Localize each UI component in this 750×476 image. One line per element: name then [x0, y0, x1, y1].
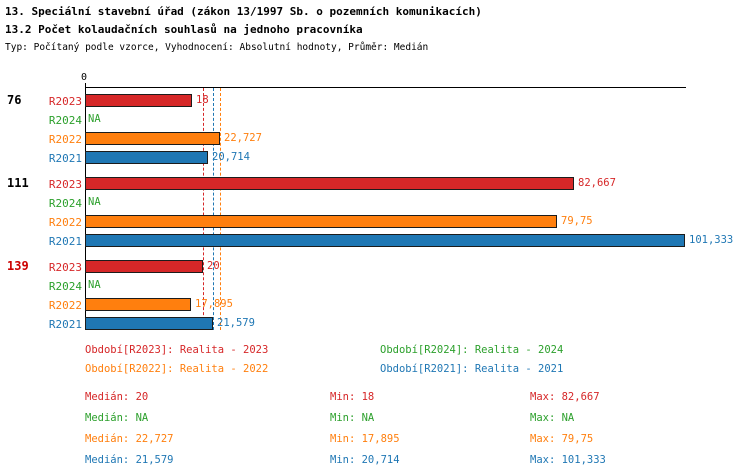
bar-r2021: [85, 234, 685, 247]
median-line-r2021: [213, 88, 214, 330]
bar-r2023: [85, 94, 192, 107]
bar-value-label: 22,727: [224, 132, 262, 144]
report-meta: Typ: Počítaný podle vzorce, Vyhodnocení:…: [5, 42, 429, 53]
row-label-r2022: R2022: [48, 133, 82, 146]
median-line-r2023: [203, 88, 204, 330]
stat-max-r2023: Max: 82,667: [530, 391, 600, 403]
y-axis-line: [85, 87, 86, 330]
row-label-r2023: R2023: [48, 261, 82, 274]
legend-item-r2022: Období[R2022]: Realita - 2022: [85, 363, 269, 375]
x-axis-line: [85, 87, 686, 88]
row-label-r2021: R2021: [48, 152, 82, 165]
row-label-r2022: R2022: [48, 299, 82, 312]
bar-r2021: [85, 151, 208, 164]
row-label-r2022: R2022: [48, 216, 82, 229]
stat-median-r2023: Medián: 20: [85, 391, 149, 403]
bar-value-label: NA: [88, 279, 101, 291]
median-line-r2022: [220, 88, 221, 330]
legend-item-r2021: Období[R2021]: Realita - 2021: [380, 363, 564, 375]
bar-value-label: NA: [88, 113, 101, 125]
bar-value-label: 79,75: [561, 215, 593, 227]
stat-median-r2024: Medián: NA: [85, 412, 149, 424]
stat-min-r2022: Min: 17,895: [330, 433, 400, 445]
row-label-r2023: R2023: [48, 178, 82, 191]
row-label-r2021: R2021: [48, 235, 82, 248]
group-label-139: 139: [7, 259, 29, 273]
stat-max-r2024: Max: NA: [530, 412, 575, 424]
bar-r2021: [85, 317, 213, 330]
row-label-r2021: R2021: [48, 318, 82, 331]
row-label-r2023: R2023: [48, 95, 82, 108]
stat-max-r2021: Max: 101,333: [530, 454, 606, 466]
stat-median-r2022: Medián: 22,727: [85, 433, 174, 445]
bar-r2023: [85, 177, 574, 190]
legend-item-r2024: Období[R2024]: Realita - 2024: [380, 344, 564, 356]
report-title: 13. Speciální stavební úřad (zákon 13/19…: [5, 5, 482, 18]
bar-value-label: NA: [88, 196, 101, 208]
bar-r2022: [85, 298, 191, 311]
bar-value-label: 101,333: [689, 234, 734, 246]
stat-median-r2021: Medián: 21,579: [85, 454, 174, 466]
stat-min-r2023: Min: 18: [330, 391, 375, 403]
row-label-r2024: R2024: [48, 280, 82, 293]
stat-min-r2021: Min: 20,714: [330, 454, 400, 466]
x-axis-zero-label: 0: [81, 72, 88, 83]
bar-value-label: 20,714: [212, 151, 250, 163]
stat-max-r2022: Max: 79,75: [530, 433, 594, 445]
row-label-r2024: R2024: [48, 114, 82, 127]
bar-value-label: 21,579: [217, 317, 255, 329]
report-subtitle: 13.2 Počet kolaudačních souhlasů na jedn…: [5, 23, 363, 36]
stat-min-r2024: Min: NA: [330, 412, 375, 424]
group-label-76: 76: [7, 93, 22, 107]
bar-value-label: 20: [207, 260, 220, 272]
bar-value-label: 17,895: [195, 298, 233, 310]
bar-value-label: 18: [196, 94, 209, 106]
x-axis-tick: [85, 83, 86, 87]
bar-r2022: [85, 215, 557, 228]
row-label-r2024: R2024: [48, 197, 82, 210]
legend-item-r2023: Období[R2023]: Realita - 2023: [85, 344, 269, 356]
bar-value-label: 82,667: [578, 177, 616, 189]
group-label-111: 111: [7, 176, 29, 190]
bar-r2022: [85, 132, 220, 145]
bar-r2023: [85, 260, 203, 273]
